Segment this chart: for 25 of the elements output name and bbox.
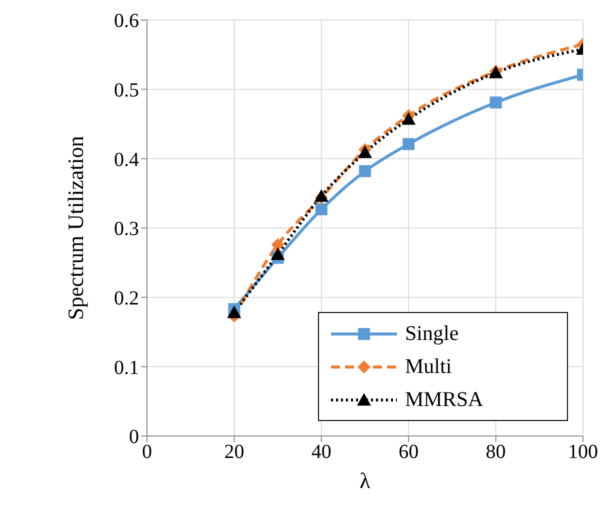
point <box>402 112 416 125</box>
x-tick-label: 20 <box>224 441 244 464</box>
point <box>227 306 242 318</box>
legend-label: Multi <box>405 354 452 379</box>
x-tick-label: 80 <box>486 441 506 464</box>
point <box>271 238 284 252</box>
y-tick-label: 0 <box>129 426 139 448</box>
point <box>402 138 415 150</box>
y-tick-label: 0.2 <box>114 287 139 310</box>
y-tick-label: 0.3 <box>114 218 139 240</box>
point <box>270 247 285 260</box>
y-tick-label: 0.4 <box>114 148 139 171</box>
y-tick-label: 0.5 <box>114 79 139 102</box>
point <box>490 96 502 109</box>
legend-label: MMRSA <box>405 387 484 412</box>
x-tick-label: 60 <box>398 441 419 464</box>
legend-label: Single <box>405 321 459 346</box>
x-tick-label: 40 <box>311 441 332 464</box>
x-axis-title: λ <box>360 468 371 493</box>
y-tick-label: 0.6 <box>114 10 139 32</box>
point <box>359 165 371 178</box>
y-tick-label: 0.1 <box>114 356 139 379</box>
y-axis-title: Spectrum Utilization <box>62 136 88 320</box>
x-tick-label: 100 <box>568 441 598 464</box>
point <box>315 203 328 216</box>
